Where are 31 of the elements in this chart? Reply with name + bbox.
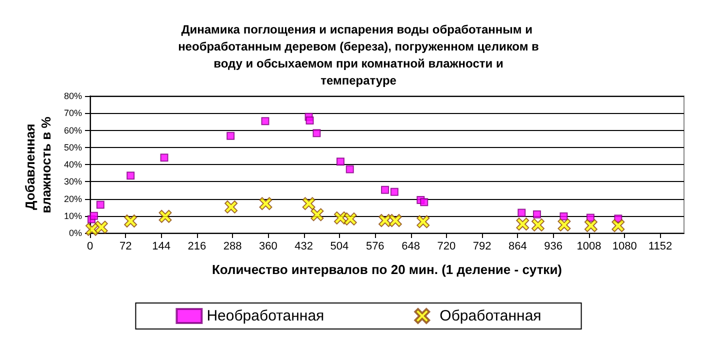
y-tick-label: 30% — [64, 176, 82, 187]
legend-label: Необработанная — [206, 308, 324, 324]
x-tick-label: 936 — [544, 240, 562, 252]
y-tick-label: 80% — [64, 91, 82, 101]
y-tick-label: 20% — [64, 194, 82, 204]
x-tick-label: 648 — [402, 240, 420, 252]
chart-title: Динамика поглощения и испарения воды обработанным и необработанным деревом (береза), погруженном целиком в воду и обсыхаемом при комнатной влажности и температуре — [178, 22, 539, 88]
y-axis-title: Добавленная влажность в % — [22, 116, 54, 214]
y-tick-label: 50% — [64, 142, 82, 152]
y-tick-label: 40% — [64, 160, 82, 170]
x-tick-label: 216 — [188, 240, 206, 252]
legend-label: Обработанная — [440, 308, 542, 324]
y-tick-label: 0% — [68, 228, 82, 238]
x-tick-label: 504 — [330, 240, 349, 252]
x-tick-label: 0 — [86, 240, 94, 252]
y-tick-label: 70% — [64, 108, 82, 118]
x-tick-label: 576 — [366, 240, 384, 252]
x-tick-label: 792 — [472, 240, 492, 252]
x-tick-label: 1080 — [612, 240, 637, 252]
x-tick-label: 864 — [508, 240, 527, 252]
x-tick-label: 1008 — [576, 240, 602, 252]
x-axis-title: Количество интервалов по 20 мин. (1 деление - сутки) — [212, 262, 562, 277]
x-tick-label: 720 — [437, 240, 456, 252]
y-tick-label: 10% — [64, 210, 82, 221]
x-tick-label: 72 — [120, 240, 132, 252]
x-tick-label: 1152 — [648, 240, 672, 252]
x-tick-label: 360 — [259, 240, 278, 252]
x-tick-label: 144 — [152, 240, 170, 252]
y-tick-label: 60% — [64, 125, 82, 136]
x-tick-label: 432 — [294, 240, 314, 252]
x-tick-label: 288 — [223, 240, 242, 252]
